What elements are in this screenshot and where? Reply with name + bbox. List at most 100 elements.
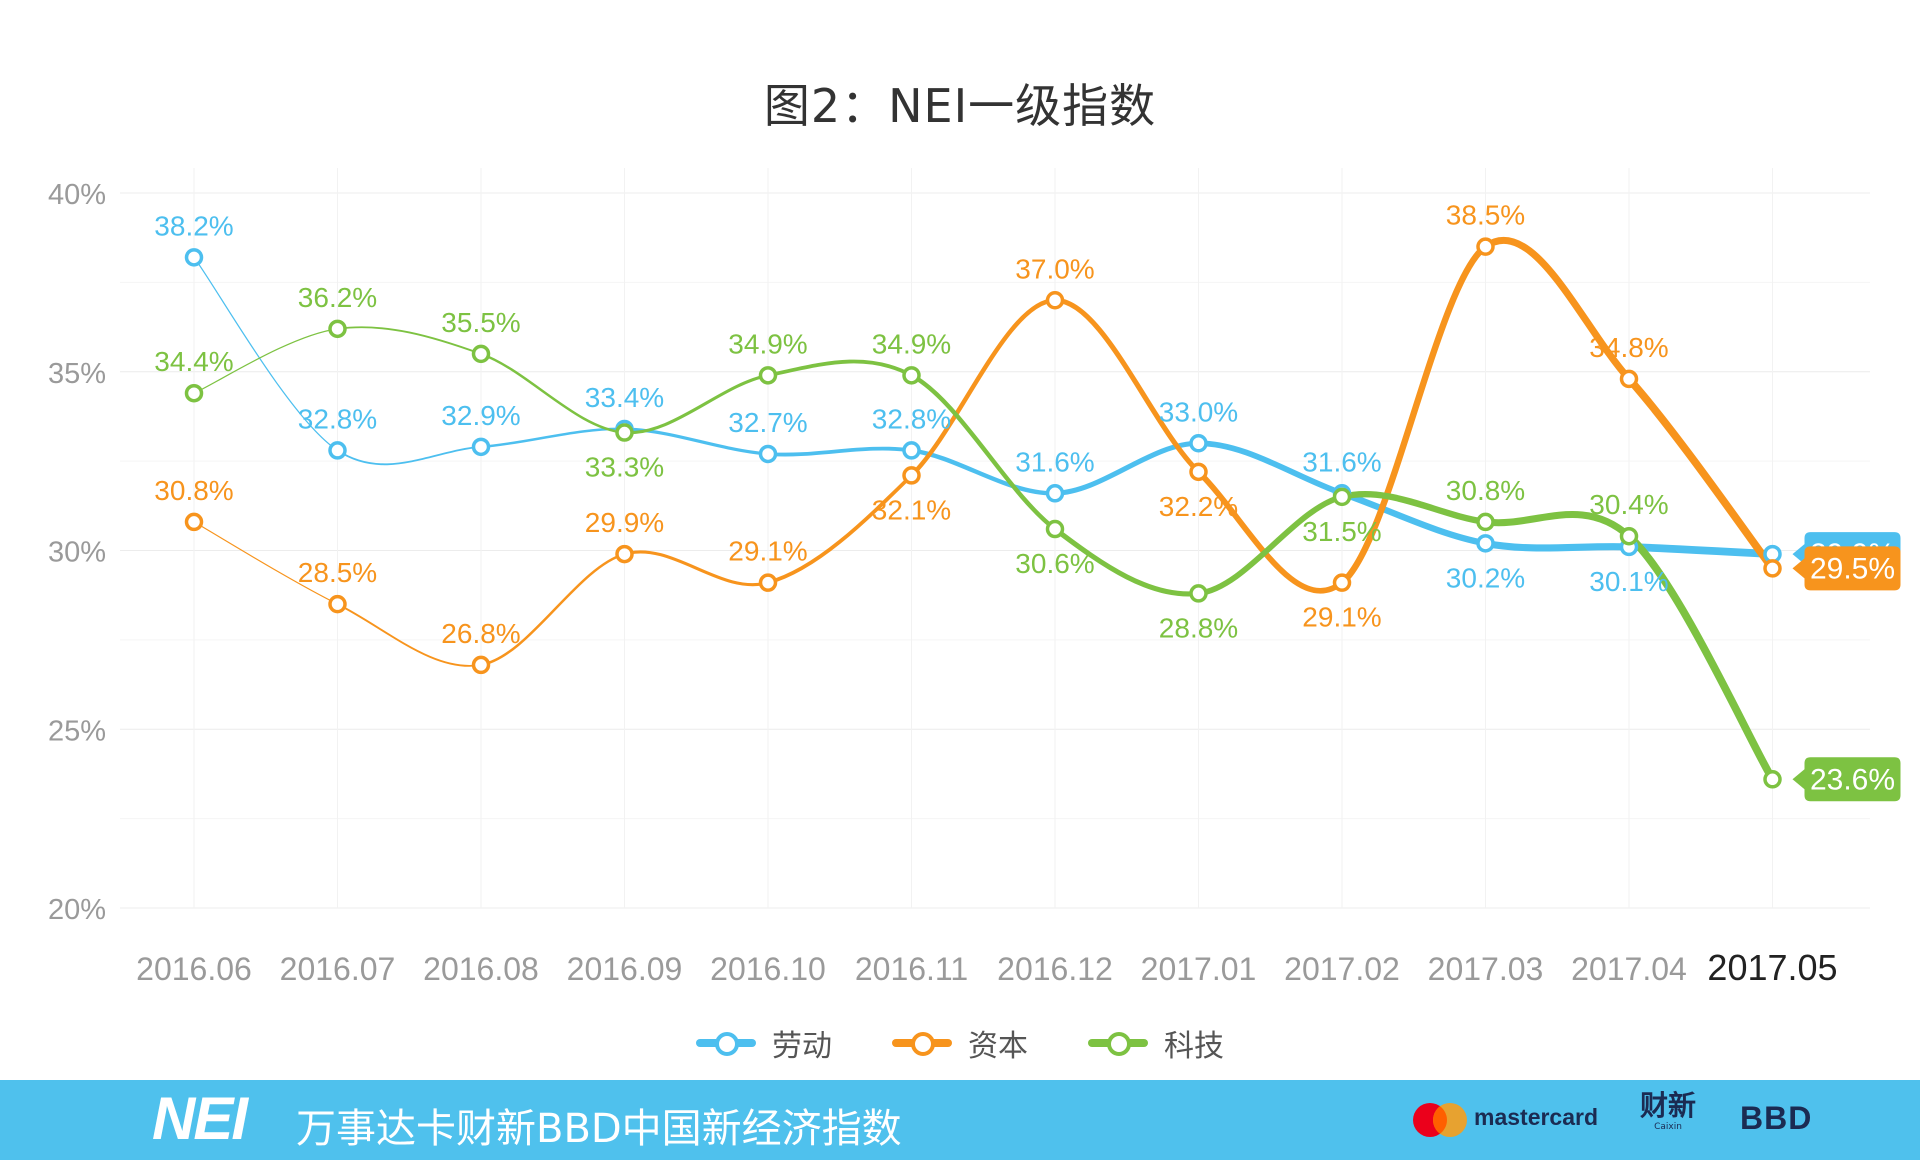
data-point [471, 655, 491, 675]
data-point [1476, 237, 1495, 256]
data-point [758, 444, 778, 464]
data-label: 32.8% [298, 403, 377, 434]
x-tick-label: 2016.12 [997, 951, 1113, 987]
data-point [902, 466, 921, 485]
x-tick-label: 2016.08 [423, 951, 539, 987]
legend-swatch-icon [696, 1032, 756, 1056]
y-tick-label: 35% [48, 358, 106, 390]
data-point [1332, 487, 1352, 507]
data-label: 32.8% [872, 403, 951, 434]
data-point [1189, 434, 1208, 453]
series-line-segment [193, 521, 339, 605]
series-line-segment [336, 603, 482, 667]
footer-banner: NEI 万事达卡财新BBD中国新经济指数 mastercard 财新 Caixi… [0, 1080, 1920, 1160]
series-line-segment [193, 256, 339, 451]
data-label: 33.0% [1159, 396, 1238, 427]
legend-label: 科技 [1164, 1029, 1224, 1064]
data-point [1763, 559, 1782, 578]
legend-item: 科技 [1088, 1021, 1224, 1065]
x-tick-label: 2016.11 [855, 951, 968, 987]
series-劳动 [193, 256, 1777, 558]
x-tick-label: 2017.05 [1707, 947, 1837, 988]
x-tick-label: 2016.10 [710, 951, 826, 987]
data-label: 29.1% [1302, 602, 1381, 633]
data-label: 29.9% [585, 507, 664, 538]
chart-title: 图2：NEI一级指数 [763, 79, 1157, 133]
legend-item: 劳动 [696, 1021, 832, 1065]
data-label: 33.3% [585, 452, 664, 483]
x-tick-label: 2017.03 [1428, 951, 1544, 987]
legend-swatch-icon [892, 1032, 952, 1056]
series-line-segment [1481, 511, 1633, 540]
caixin-logo: 财新 Caixin [1636, 1089, 1700, 1133]
series-line-segment [1338, 490, 1489, 526]
series-line-segment [1052, 297, 1202, 475]
data-label: 26.8% [441, 618, 520, 649]
data-label: 34.8% [1589, 332, 1668, 363]
data-point [1189, 584, 1208, 603]
series-line-segment [1052, 526, 1202, 597]
data-labels: 38.2% 32.8% 32.9% 33.4% 32.7% 32.8% 31.6% 33.0%… [154, 200, 1901, 802]
data-point [1763, 770, 1782, 789]
data-point [328, 319, 347, 339]
data-point [1189, 462, 1208, 482]
data-point [328, 441, 347, 460]
x-tick-label: 2016.06 [136, 951, 252, 987]
data-label: 28.5% [298, 557, 377, 588]
data-point [1045, 291, 1065, 310]
data-point [1476, 534, 1495, 553]
data-label: 34.4% [154, 346, 233, 377]
data-point [902, 441, 921, 460]
data-label: 30.8% [154, 475, 233, 506]
data-point [471, 437, 491, 457]
value-tag [1792, 757, 1901, 802]
legend-item: 资本 [892, 1021, 1028, 1065]
grid-lines [120, 168, 1870, 909]
caixin-name: 财新 [1639, 1089, 1696, 1122]
x-tick-label: 2017.01 [1141, 951, 1257, 987]
x-tick-label: 2016.09 [567, 951, 683, 987]
data-label: 38.2% [154, 210, 233, 241]
data-label: 33.4% [585, 382, 664, 413]
data-label: 32.7% [728, 407, 807, 438]
nei-logo: NEI [152, 1085, 248, 1152]
data-label: 32.9% [441, 400, 520, 431]
data-label: 35.5% [441, 307, 520, 338]
data-label: 31.6% [1015, 446, 1094, 477]
series-line-segment [336, 326, 482, 355]
data-label: 29.1% [728, 536, 807, 567]
series-line-segment [1052, 440, 1202, 496]
data-point [184, 383, 204, 403]
series-line-segment [622, 373, 770, 435]
data-label: 29.5% [1810, 552, 1895, 585]
series-line-segment [1481, 236, 1633, 383]
y-tick-label: 30% [48, 537, 106, 569]
data-label: 31.5% [1302, 516, 1381, 547]
series-line-segment [909, 298, 1058, 478]
series-line-segment [1625, 532, 1777, 784]
series-line-segment [766, 473, 914, 585]
series-line-segment [336, 445, 482, 466]
data-point [1619, 526, 1639, 546]
x-tick-label: 2017.02 [1284, 951, 1400, 987]
series-line-segment [479, 552, 626, 667]
series-line-segment [1338, 490, 1489, 547]
data-label: 28.8% [1159, 612, 1238, 643]
data-point [615, 423, 634, 442]
series-line-segment [479, 427, 626, 449]
data-label: 23.6% [1810, 763, 1895, 796]
series-line-segment [1195, 440, 1345, 497]
data-label: 30.1% [1589, 566, 1668, 597]
y-tick-label: 25% [48, 715, 106, 747]
axis-labels: 20% 25% 30% 35% 40% 2016.06 2016.07 2016.08 2016… [48, 179, 1838, 988]
legend-swatch-icon [1088, 1032, 1148, 1056]
data-point [758, 366, 778, 385]
x-tick-label: 2016.07 [280, 951, 396, 987]
data-point [471, 344, 491, 364]
series-line-segment [1338, 243, 1489, 586]
mastercard-logo-icon [1413, 1103, 1467, 1137]
data-label: 30.4% [1589, 489, 1668, 520]
series-line-segment [766, 359, 914, 378]
data-point [1476, 512, 1495, 532]
series-line-segment [909, 373, 1058, 532]
